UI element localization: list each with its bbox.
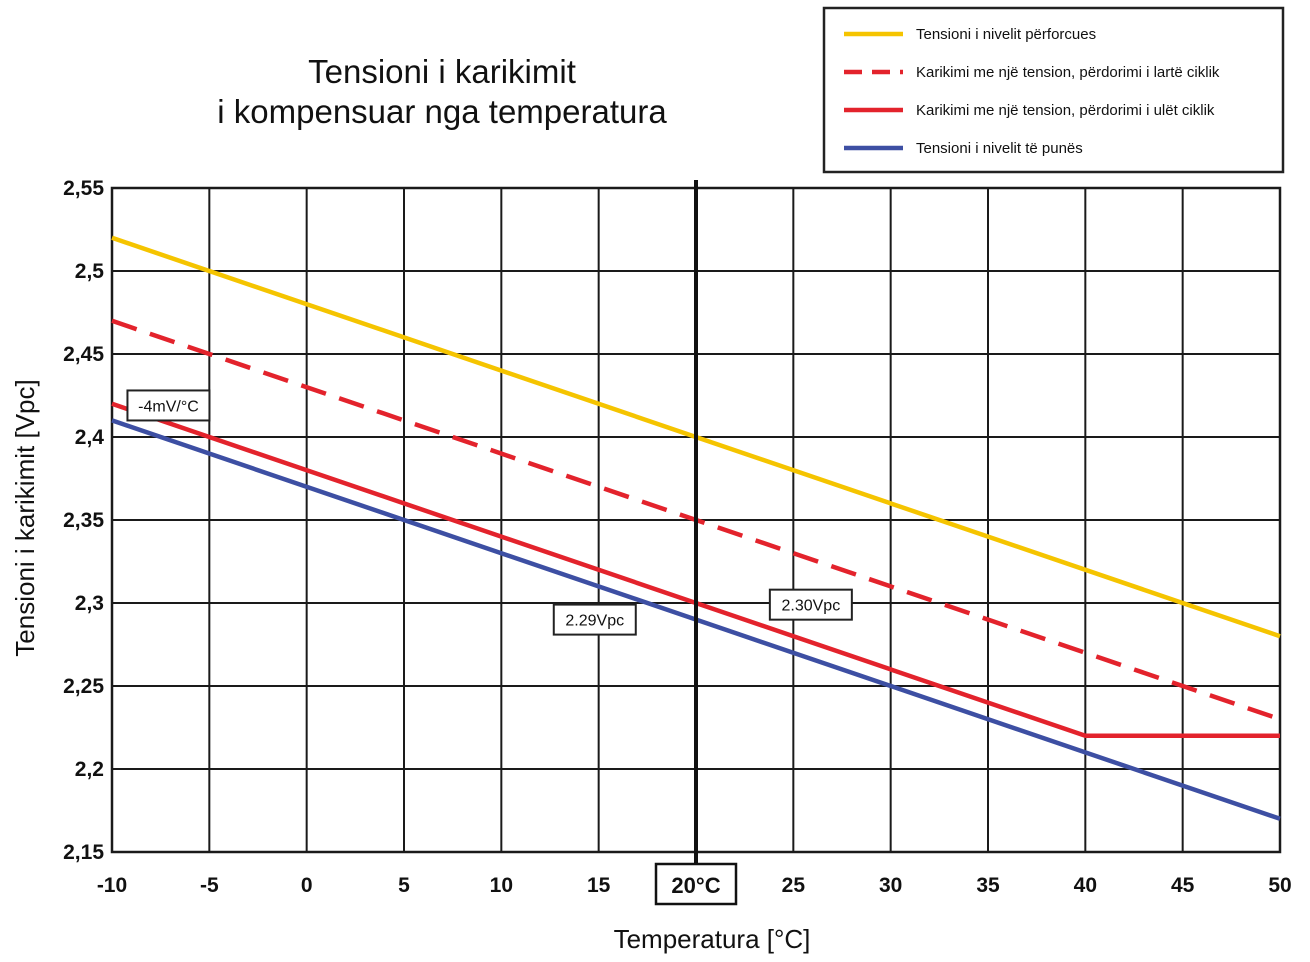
y-tick-label-7: 2,5: [75, 260, 105, 283]
legend-label-3: Karikimi me një tension, përdorimi i ulë…: [916, 102, 1215, 119]
annotation-text-2: 2.29Vpc: [565, 613, 624, 630]
annotation-2: 2.29Vpc: [552, 603, 637, 636]
x-tick-label-11: 45: [1171, 874, 1195, 897]
annotation-box-1: [126, 389, 211, 422]
x-tick-label-10: 40: [1074, 874, 1097, 897]
annotation-box-2: [552, 603, 637, 636]
y-tick-label-2: 2,25: [63, 675, 104, 698]
highlight-x-label-text: 20°C: [671, 873, 720, 898]
chart-title-line-2: i kompensuar nga temperatura: [217, 93, 667, 130]
x-tick-label-0: -10: [97, 874, 127, 897]
highlight-x-label-box: [654, 862, 738, 906]
x-tick-label-3: 5: [398, 874, 410, 897]
highlight-x-label: 20°C: [654, 862, 738, 906]
legend: Tensioni i nivelit përforcues Karikimi me…: [822, 6, 1285, 174]
y-tick-label-0: 2,15: [63, 841, 104, 864]
chart-title: Tensioni i karikimit i kompensuar nga te…: [217, 53, 667, 130]
x-tick-label-7: 25: [782, 874, 806, 897]
y-tick-label-3: 2,3: [75, 592, 104, 615]
y-tick-label-1: 2,2: [75, 758, 104, 781]
x-tick-label-12: 50: [1268, 874, 1291, 897]
x-tick-label-1: -5: [200, 874, 219, 897]
series-line-3: [111, 401, 1280, 739]
y-tick-label-4: 2,35: [63, 509, 104, 532]
y-tick-label-5: 2,4: [75, 426, 105, 449]
x-tick-label-5: 15: [587, 874, 611, 897]
x-axis-ticks: -10 -5 0 5 10 15 25 30 35 40 45 50 20°C: [97, 862, 1292, 906]
annotation-box-3: [768, 588, 853, 621]
x-tick-label-9: 35: [976, 874, 1000, 897]
annotation-text-1: -4mV/°C: [138, 398, 199, 415]
annotations: -4mV/°C 2.29Vpc 2.30Vpc: [126, 389, 853, 636]
chart-title-line-1: Tensioni i karikimit: [308, 53, 576, 90]
x-tick-label-4: 10: [490, 874, 513, 897]
x-tick-label-2: 0: [301, 874, 313, 897]
y-tick-label-8: 2,55: [63, 177, 104, 200]
legend-label-4: Tensioni i nivelit të punës: [916, 140, 1083, 157]
y-axis-label: Tensioni i karikimit [Vpc]: [10, 379, 40, 656]
y-axis-ticks: 2,15 2,2 2,25 2,3 2,35 2,4 2,45 2,5 2,55: [63, 177, 104, 864]
x-axis-label: Temperatura [°C]: [614, 924, 811, 954]
annotation-1: -4mV/°C: [126, 389, 211, 422]
legend-label-2: Karikimi me një tension, përdorimi i lar…: [916, 64, 1220, 81]
annotation-text-3: 2.30Vpc: [781, 598, 840, 615]
x-tick-label-8: 30: [879, 874, 902, 897]
legend-label-1: Tensioni i nivelit përforcues: [916, 26, 1096, 43]
y-tick-label-6: 2,45: [63, 343, 104, 366]
annotation-3: 2.30Vpc: [768, 588, 853, 621]
